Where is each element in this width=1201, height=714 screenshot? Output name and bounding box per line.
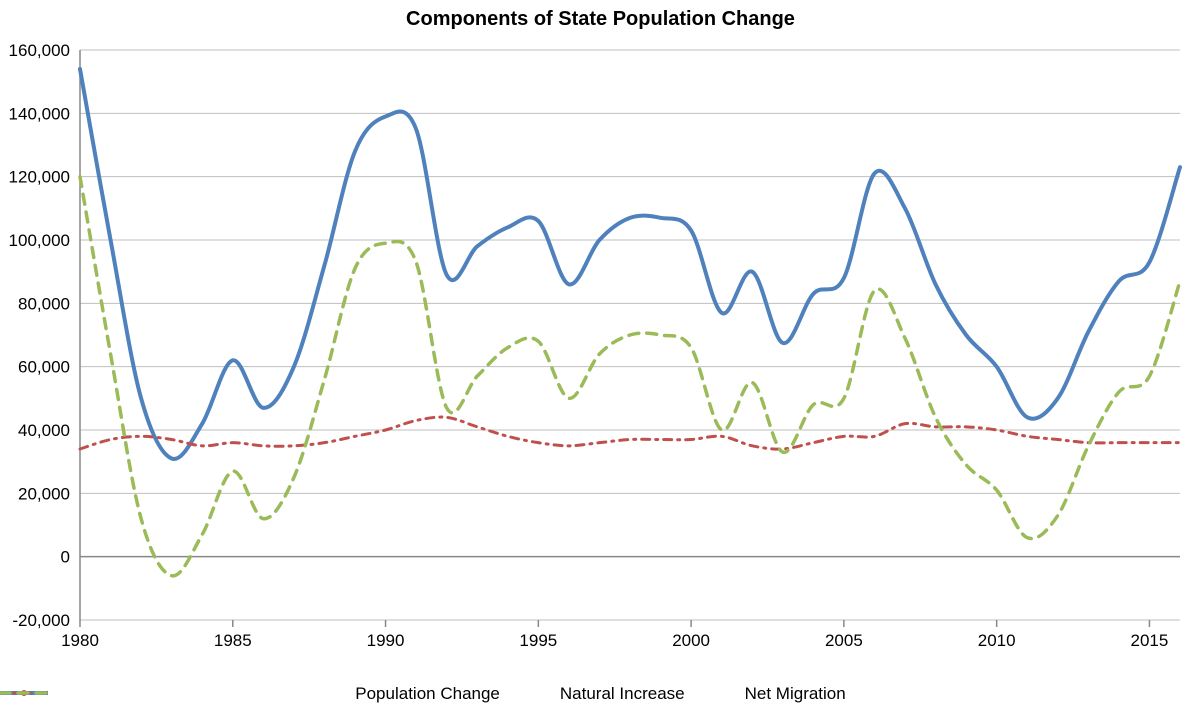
x-tick-label: 2010	[978, 631, 1016, 650]
chart-svg: -20,000 0 20,000 40,000 60,000 80,000 100,000 1…	[0, 0, 1201, 714]
y-tick-label: 20,000	[18, 484, 70, 503]
legend-label: Natural Increase	[560, 684, 685, 704]
x-tick-label: 2015	[1131, 631, 1169, 650]
x-tick-label: 1980	[61, 631, 99, 650]
legend-item-natural-increase: Natural Increase	[560, 684, 685, 704]
series-population-change	[80, 69, 1180, 459]
x-tick-label: 1985	[214, 631, 252, 650]
y-tick-label: 0	[61, 548, 70, 567]
legend-label: Net Migration	[745, 684, 846, 704]
y-tick-label: 40,000	[18, 421, 70, 440]
x-tick-label: 1995	[519, 631, 557, 650]
x-tick-label: 1990	[367, 631, 405, 650]
y-tick-label: 160,000	[9, 41, 70, 60]
legend-item-population-change: Population Change	[355, 684, 500, 704]
chart-legend: Population Change Natural Increase Net Mig…	[0, 684, 1201, 704]
legend-label: Population Change	[355, 684, 500, 704]
series-natural-increase	[80, 417, 1180, 449]
x-tick-label: 2000	[672, 631, 710, 650]
y-tick-label: 140,000	[9, 104, 70, 123]
y-tick-label: 80,000	[18, 294, 70, 313]
y-tick-label: 100,000	[9, 231, 70, 250]
y-tick-label: -20,000	[12, 611, 70, 630]
legend-swatch	[0, 684, 48, 702]
y-tick-label: 60,000	[18, 358, 70, 377]
legend-item-net-migration: Net Migration	[745, 684, 846, 704]
x-tick-label: 2005	[825, 631, 863, 650]
chart-container: Components of State Population Change -2…	[0, 0, 1201, 714]
y-tick-label: 120,000	[9, 168, 70, 187]
